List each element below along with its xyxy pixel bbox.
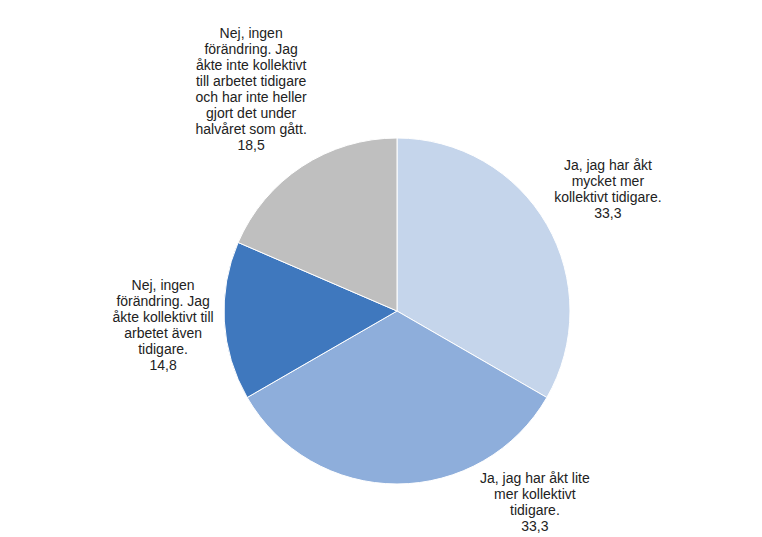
category-label: Nej, ingenförändring. Jagåkte inte kolle… [195, 25, 307, 137]
slice [238, 138, 397, 311]
slice-label: Nej, ingenförändring. Jagåkte inte kolle… [195, 25, 307, 153]
slice-label: Nej, ingenförändring. Jagåkte kollektivt… [113, 277, 214, 373]
chart: Ja, jag har åktmycket merkollektivt tidi… [0, 0, 762, 537]
value-label: 33,3 [521, 518, 548, 534]
value-label: 33,3 [594, 205, 621, 221]
slices [224, 138, 570, 484]
slice-label: Ja, jag har åktmycket merkollektivt tidi… [554, 157, 661, 221]
data-labels: Ja, jag har åktmycket merkollektivt tidi… [113, 25, 662, 534]
category-label: Nej, ingenförändring. Jagåkte kollektivt… [113, 277, 214, 357]
slice-label: Ja, jag har åkt litemer kollektivttidiga… [480, 470, 590, 534]
value-label: 14,8 [149, 357, 176, 373]
value-label: 18,5 [238, 137, 265, 153]
category-label: Ja, jag har åktmycket merkollektivt tidi… [554, 157, 661, 205]
category-label: Ja, jag har åkt litemer kollektivttidiga… [480, 470, 590, 518]
